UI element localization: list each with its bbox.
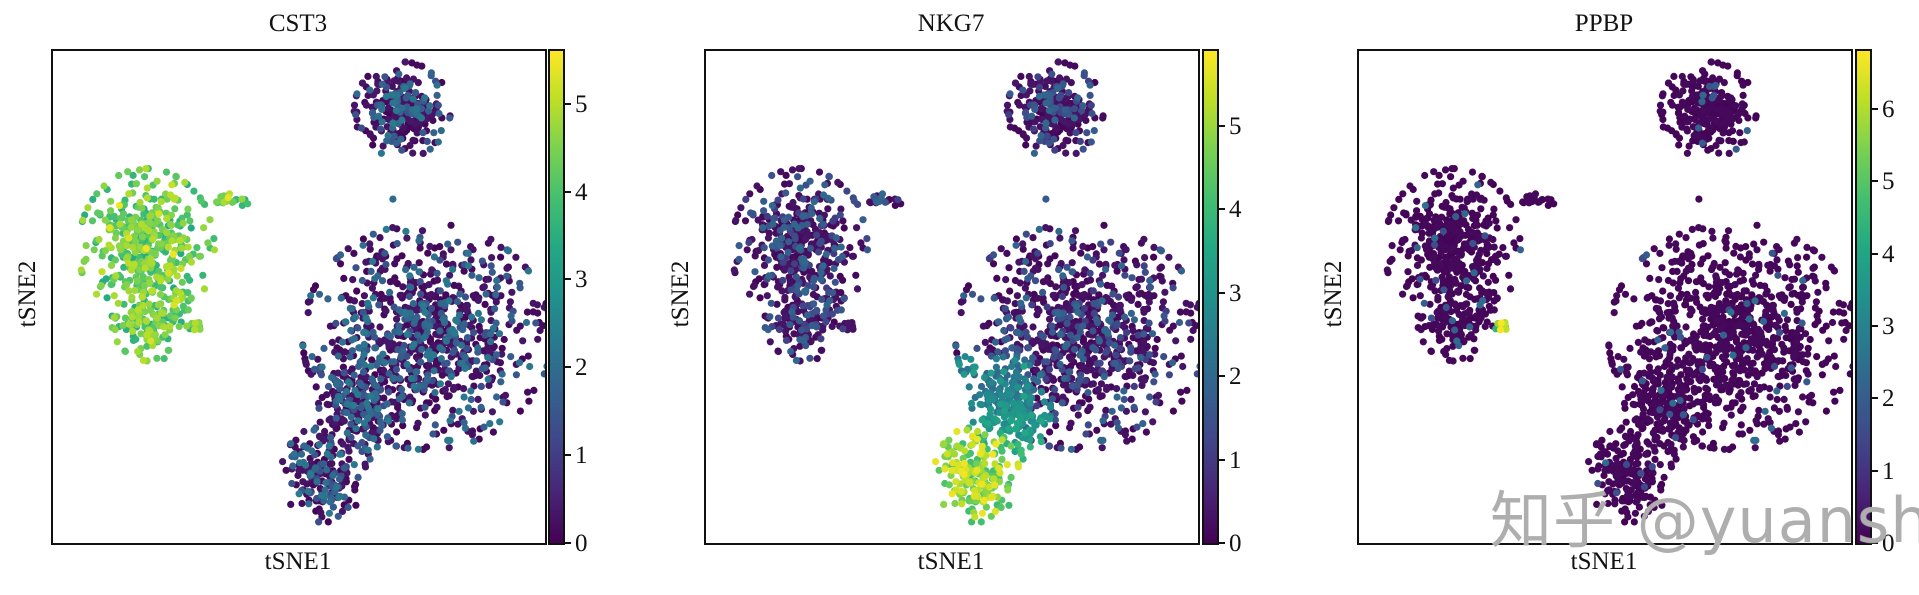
colorbar-tick xyxy=(1872,397,1878,400)
plot-title: CST3 xyxy=(268,10,328,37)
plot-title: NKG7 xyxy=(917,10,985,37)
colorbar-tick-label: 2 xyxy=(1229,363,1242,391)
scatter-points xyxy=(77,58,545,526)
colorbar-tick xyxy=(1872,469,1878,472)
colorbar-tick xyxy=(565,102,571,105)
scatter-axes xyxy=(704,49,1200,545)
colorbar-tick xyxy=(1872,107,1878,110)
colorbar-tick-label: 6 xyxy=(1882,95,1895,123)
x-axis-label: tSNE1 xyxy=(264,548,332,575)
colorbar-tick-label: 1 xyxy=(1229,446,1242,474)
colorbar-tick-label: 0 xyxy=(575,530,588,557)
colorbar-tick-label: 4 xyxy=(1882,240,1895,268)
colorbar-tick-label: 3 xyxy=(1882,312,1895,340)
colorbar-tick-label: 0 xyxy=(1229,530,1242,557)
colorbar-tick xyxy=(1872,180,1878,183)
colorbar-tick-label: 0 xyxy=(1882,530,1895,557)
colorbar-tick-label: 3 xyxy=(1229,279,1242,307)
colorbar-tick xyxy=(565,190,571,193)
colorbar xyxy=(1855,49,1872,545)
scatter-axes xyxy=(1357,49,1853,545)
colorbar xyxy=(1202,49,1219,545)
colorbar-tick-label: 5 xyxy=(575,90,588,118)
scatter-points xyxy=(1383,58,1851,526)
colorbar-tick xyxy=(1872,542,1878,544)
scatter-axes xyxy=(51,49,547,545)
colorbar-tick xyxy=(1219,125,1225,128)
colorbar xyxy=(548,49,565,545)
colorbar-tick-label: 5 xyxy=(1229,113,1242,141)
colorbar-tick-label: 1 xyxy=(1882,457,1895,485)
colorbar-tick xyxy=(565,278,571,281)
colorbar-tick xyxy=(565,542,571,544)
panel-nkg7: NKG7 tSNE2 tSNE1 0 1 2 3 4 5 xyxy=(0,0,1242,595)
y-axis-label: tSNE2 xyxy=(1320,260,1347,328)
colorbar-tick-label: 3 xyxy=(575,266,588,294)
colorbar-tick-label: 4 xyxy=(575,178,588,206)
colorbar-tick-label: 2 xyxy=(575,354,588,382)
colorbar-tick xyxy=(1219,208,1225,211)
colorbar-tick xyxy=(1872,252,1878,255)
plot-title: PPBP xyxy=(1574,10,1634,37)
colorbar-tick xyxy=(565,366,571,369)
colorbar-tick-label: 5 xyxy=(1882,168,1895,196)
colorbar-tick xyxy=(565,454,571,457)
scatter-points xyxy=(730,58,1198,526)
colorbar-tick xyxy=(1219,375,1225,378)
x-axis-label: tSNE1 xyxy=(1570,548,1638,575)
y-axis-label: tSNE2 xyxy=(667,260,694,328)
colorbar-tick xyxy=(1219,458,1225,461)
colorbar-tick-label: 4 xyxy=(1229,196,1242,224)
colorbar-tick xyxy=(1219,291,1225,294)
colorbar-tick xyxy=(1219,542,1225,544)
colorbar-tick-label: 1 xyxy=(575,442,588,470)
colorbar-tick xyxy=(1872,324,1878,327)
colorbar-tick-label: 2 xyxy=(1882,385,1895,413)
x-axis-label: tSNE1 xyxy=(917,548,985,575)
